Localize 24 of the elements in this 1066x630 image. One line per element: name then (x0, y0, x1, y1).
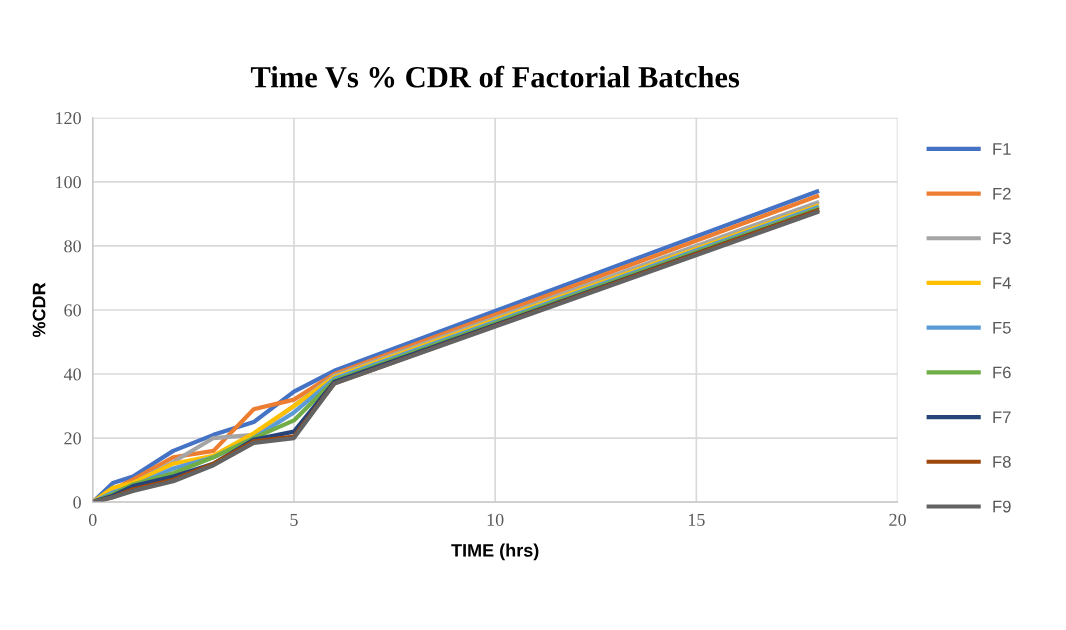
x-tick-label: 10 (487, 513, 504, 526)
legend-label: F8 (993, 455, 1011, 468)
y-tick-label: 80 (64, 240, 81, 253)
y-tick-label: 100 (56, 176, 81, 189)
x-tick-label: 0 (88, 513, 97, 526)
chart-title: Time Vs % CDR of Factorial Batches (250, 65, 740, 88)
y-axis-title: %CDR (32, 282, 46, 338)
y-tick-label: 20 (64, 432, 81, 445)
x-tick-label: 15 (688, 513, 705, 526)
y-tick-label: 60 (64, 304, 81, 317)
legend-label: F5 (993, 322, 1011, 334)
legend-label: F6 (993, 366, 1011, 379)
legend-label: F1 (993, 143, 1011, 155)
x-tick-label: 20 (889, 513, 906, 526)
legend-label: F7 (993, 411, 1011, 423)
legend-label: F2 (993, 187, 1011, 200)
legend-label: F3 (993, 232, 1011, 245)
y-tick-label: 0 (73, 496, 81, 509)
x-axis-title: TIME (hrs) (451, 543, 539, 561)
x-tick-label: 5 (290, 513, 298, 526)
y-tick-label: 120 (56, 112, 81, 125)
legend-label: F9 (993, 500, 1011, 513)
legend-label: F4 (993, 277, 1011, 289)
y-tick-label: 40 (63, 368, 81, 381)
